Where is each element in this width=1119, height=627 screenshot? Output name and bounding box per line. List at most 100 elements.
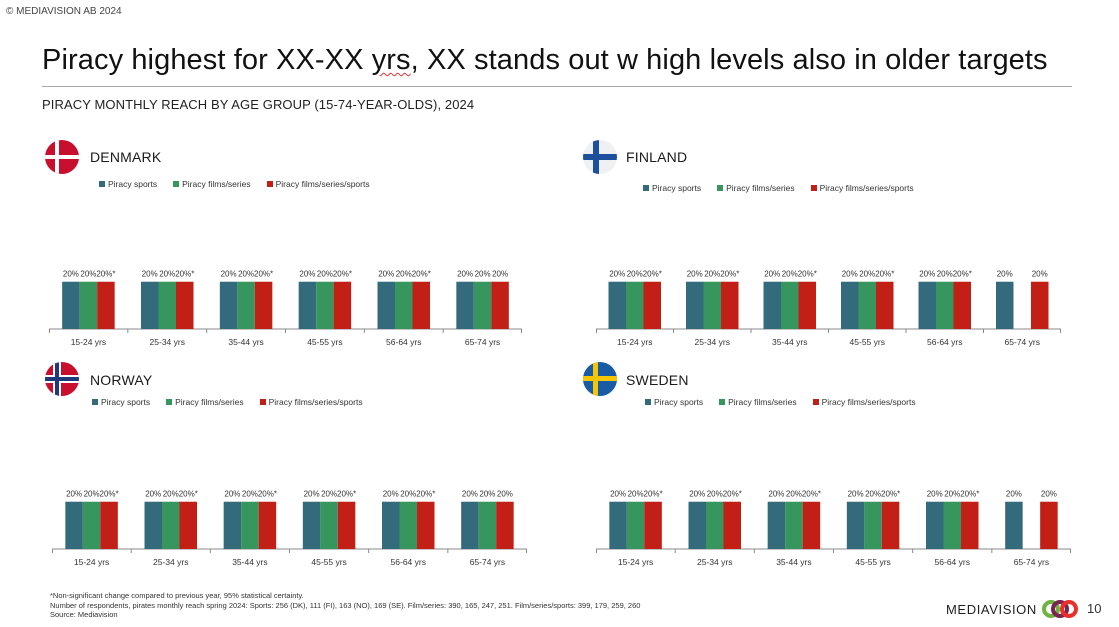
legend-label: Piracy sports bbox=[101, 397, 151, 407]
legend-label: Piracy films/series bbox=[726, 183, 795, 193]
bar bbox=[158, 281, 176, 329]
x-tick-label: 65-74 yrs bbox=[1005, 337, 1040, 347]
data-label: 20% bbox=[475, 270, 491, 279]
data-label: 20% bbox=[848, 490, 864, 499]
data-label: 20%* bbox=[875, 270, 894, 279]
page-subtitle: PIRACY MONTHLY REACH BY AGE GROUP (15-74… bbox=[42, 97, 475, 112]
data-label: 20%* bbox=[337, 490, 356, 499]
data-label: 20% bbox=[786, 490, 802, 499]
data-label: 20%* bbox=[960, 490, 979, 499]
x-tick-label: 45-55 yrs bbox=[850, 337, 885, 347]
data-label: 20% bbox=[859, 270, 875, 279]
bar bbox=[643, 281, 661, 329]
data-label: 20%* bbox=[254, 270, 273, 279]
x-tick-label: 65-74 yrs bbox=[1014, 557, 1049, 567]
legend-item: Piracy films/series bbox=[717, 183, 795, 193]
sports-swatch bbox=[645, 399, 651, 405]
data-label: 20% bbox=[80, 270, 96, 279]
bar bbox=[382, 501, 400, 549]
chart-legend: Piracy sports Piracy films/series Piracy f… bbox=[645, 397, 916, 407]
data-label: 20% bbox=[457, 270, 473, 279]
x-tick-label: 15-24 yrs bbox=[618, 557, 653, 567]
x-tick-label: 65-74 yrs bbox=[465, 337, 500, 347]
legend-label: Piracy films/series bbox=[182, 179, 251, 189]
brand-name: MEDIAVISION bbox=[946, 602, 1037, 617]
data-label: 20%* bbox=[644, 490, 663, 499]
data-label: 20%* bbox=[179, 490, 198, 499]
copyright: © MEDIAVISION AB 2024 bbox=[6, 6, 122, 17]
x-tick-label: 25-34 yrs bbox=[695, 337, 730, 347]
bar bbox=[62, 281, 80, 329]
data-label: 20% bbox=[919, 270, 935, 279]
legend-item: Piracy sports bbox=[99, 179, 157, 189]
films-series-swatch bbox=[719, 399, 726, 405]
bar bbox=[723, 501, 741, 549]
bar bbox=[377, 281, 395, 329]
bar bbox=[876, 281, 894, 329]
films-series-swatch bbox=[717, 185, 724, 191]
bar bbox=[626, 501, 645, 549]
bar bbox=[237, 281, 255, 329]
data-label: 20% bbox=[142, 270, 158, 279]
data-label: 20% bbox=[628, 490, 644, 499]
bar bbox=[686, 281, 704, 329]
data-label: 20% bbox=[927, 490, 943, 499]
bar bbox=[219, 281, 238, 329]
x-tick-label: 45-55 yrs bbox=[855, 557, 890, 567]
footnote-significance: *Non-significant change compared to prev… bbox=[50, 591, 304, 600]
data-label: 20% bbox=[159, 270, 175, 279]
legend-label: Piracy films/series/sports bbox=[275, 179, 370, 189]
bar bbox=[162, 501, 180, 549]
bar bbox=[943, 501, 961, 549]
chart-title: DENMARK bbox=[90, 149, 162, 165]
films-series-swatch bbox=[166, 399, 173, 405]
bar bbox=[798, 281, 816, 329]
data-label: 20% bbox=[321, 490, 337, 499]
data-label: 20%* bbox=[798, 270, 817, 279]
x-tick-label: 15-24 yrs bbox=[71, 337, 106, 347]
bar bbox=[608, 281, 626, 329]
bar bbox=[302, 501, 321, 549]
bar bbox=[953, 281, 971, 329]
bar bbox=[254, 281, 273, 329]
title-post: , XX stands out w high levels also in ol… bbox=[410, 44, 1048, 76]
data-label: 20% bbox=[299, 270, 315, 279]
bar bbox=[320, 501, 338, 549]
data-label: 20% bbox=[317, 270, 333, 279]
films-series-sports-swatch bbox=[259, 399, 266, 405]
chart-title: FINLAND bbox=[626, 149, 688, 165]
bar bbox=[926, 501, 944, 549]
x-tick-label: 35-44 yrs bbox=[232, 557, 267, 567]
footnote-source: Source: Mediavision bbox=[50, 610, 118, 619]
bar bbox=[179, 501, 197, 549]
x-tick-label: 35-44 yrs bbox=[776, 557, 811, 567]
data-label: 20% bbox=[610, 490, 626, 499]
data-label: 20% bbox=[63, 270, 79, 279]
legend-item: Piracy films/series/sports bbox=[812, 397, 916, 407]
bar bbox=[473, 281, 492, 329]
data-label: 20% bbox=[609, 270, 625, 279]
bar bbox=[79, 281, 98, 329]
data-label: 20% bbox=[378, 270, 394, 279]
bar bbox=[478, 501, 497, 549]
bar bbox=[496, 501, 514, 549]
legend-item: Piracy sports bbox=[92, 397, 150, 407]
legend-label: Piracy films/series/sports bbox=[819, 183, 914, 193]
data-label: 20% bbox=[997, 270, 1013, 279]
data-label: 20% bbox=[1041, 490, 1057, 499]
data-label: 20% bbox=[238, 270, 254, 279]
bar bbox=[241, 501, 259, 549]
x-tick-label: 25-34 yrs bbox=[153, 557, 188, 567]
bar bbox=[918, 281, 936, 329]
data-label: 20% bbox=[687, 270, 703, 279]
data-label: 20% bbox=[937, 270, 953, 279]
films-series-swatch bbox=[173, 181, 180, 187]
title-divider bbox=[42, 86, 1072, 87]
bar bbox=[858, 281, 876, 329]
bar bbox=[395, 281, 413, 329]
bar bbox=[333, 281, 352, 329]
data-label: 20% bbox=[492, 270, 508, 279]
data-label: 20% bbox=[768, 490, 784, 499]
